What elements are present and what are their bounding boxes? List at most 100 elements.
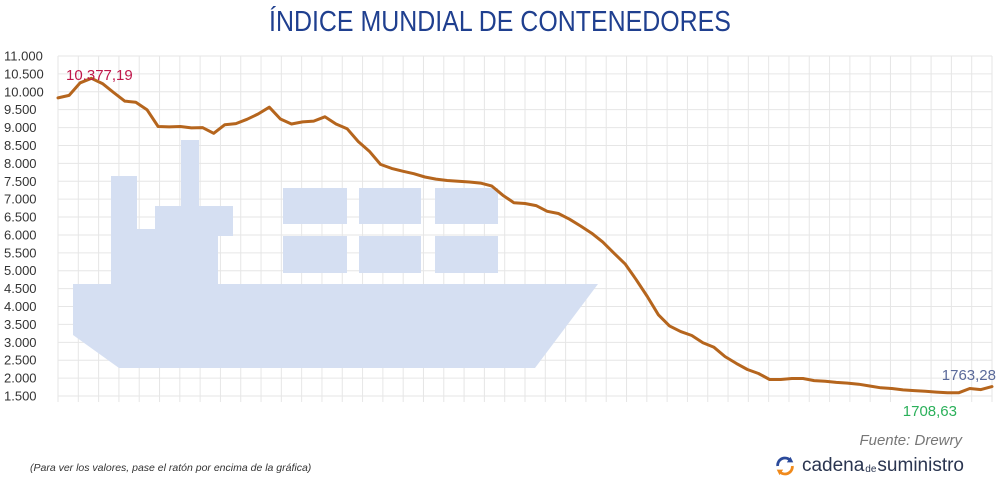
y-tick-label: 5.500 (4, 245, 37, 260)
data-point[interactable] (488, 182, 496, 190)
y-tick-label: 6.500 (4, 210, 37, 225)
data-point[interactable] (421, 173, 429, 181)
data-point[interactable] (243, 115, 251, 123)
data-point[interactable] (443, 177, 451, 185)
data-point[interactable] (821, 377, 829, 385)
data-point[interactable] (388, 164, 396, 172)
data-point[interactable] (944, 389, 952, 397)
data-point[interactable] (632, 276, 640, 284)
y-tick-label: 6.000 (4, 227, 37, 242)
data-point[interactable] (699, 339, 707, 347)
data-point[interactable] (565, 215, 573, 223)
data-point[interactable] (877, 384, 885, 392)
data-point[interactable] (710, 343, 718, 351)
data-point[interactable] (621, 260, 629, 268)
data-point[interactable] (977, 386, 985, 394)
data-point[interactable] (932, 388, 940, 396)
data-point[interactable] (510, 199, 518, 207)
series-line[interactable] (56, 76, 994, 395)
data-point[interactable] (187, 124, 195, 132)
data-point[interactable] (899, 386, 907, 394)
data-point[interactable] (888, 384, 896, 392)
data-point[interactable] (843, 379, 851, 387)
data-point[interactable] (276, 115, 284, 123)
data-point[interactable] (254, 110, 262, 118)
data-point[interactable] (176, 123, 184, 131)
data-point[interactable] (810, 377, 818, 385)
data-point[interactable] (577, 222, 585, 230)
data-point[interactable] (554, 209, 562, 217)
brand-logo[interactable]: cadena de suministro (774, 455, 964, 477)
data-point[interactable] (721, 353, 729, 361)
data-point[interactable] (866, 382, 874, 390)
last-value-label: 1763,28 (942, 367, 996, 384)
data-point[interactable] (743, 366, 751, 374)
data-point[interactable] (499, 191, 507, 199)
data-point[interactable] (410, 170, 418, 178)
data-point[interactable] (365, 147, 373, 155)
data-point[interactable] (399, 167, 407, 175)
data-point[interactable] (543, 207, 551, 215)
brand-text-suministro: suministro (877, 455, 964, 476)
data-point[interactable] (232, 120, 240, 128)
data-point[interactable] (777, 376, 785, 384)
data-point[interactable] (165, 123, 173, 131)
data-point[interactable] (966, 385, 974, 393)
data-point[interactable] (788, 374, 796, 382)
ship-container (435, 188, 498, 224)
data-point[interactable] (732, 359, 740, 367)
data-point[interactable] (310, 117, 318, 125)
data-point[interactable] (654, 311, 662, 319)
data-point[interactable] (688, 332, 696, 340)
data-point[interactable] (65, 91, 73, 99)
refresh-arrows-icon (776, 456, 794, 476)
data-point[interactable] (132, 98, 140, 106)
data-point[interactable] (666, 322, 674, 330)
ship-illustration (73, 140, 598, 368)
data-point[interactable] (610, 249, 618, 257)
data-point[interactable] (299, 118, 307, 126)
data-point[interactable] (677, 328, 685, 336)
data-point[interactable] (799, 374, 807, 382)
data-point[interactable] (766, 376, 774, 384)
hover-hint-note: (Para ver los valores, pase el ratón por… (30, 462, 312, 474)
data-point[interactable] (832, 378, 840, 386)
data-point[interactable] (143, 106, 151, 114)
data-point[interactable] (599, 238, 607, 246)
data-point[interactable] (54, 94, 62, 102)
data-point[interactable] (199, 124, 207, 132)
data-point[interactable] (265, 103, 273, 111)
data-point[interactable] (376, 160, 384, 168)
ship-container (435, 236, 498, 273)
data-point[interactable] (521, 199, 529, 207)
data-point[interactable] (532, 202, 540, 210)
data-point[interactable] (432, 175, 440, 183)
y-tick-label: 4.000 (4, 299, 37, 314)
ship-chimney (181, 140, 199, 206)
data-point[interactable] (955, 389, 963, 397)
data-point[interactable] (643, 293, 651, 301)
data-point[interactable] (465, 178, 473, 186)
y-tick-label: 2.000 (4, 371, 37, 386)
data-point[interactable] (210, 129, 218, 137)
data-point[interactable] (321, 113, 329, 121)
data-point[interactable] (121, 97, 129, 105)
data-point[interactable] (921, 387, 929, 395)
y-tick-label: 9.500 (4, 102, 37, 117)
data-point[interactable] (910, 387, 918, 395)
data-point[interactable] (588, 229, 596, 237)
y-tick-label: 7.500 (4, 174, 37, 189)
data-point[interactable] (354, 138, 362, 146)
data-point[interactable] (855, 380, 863, 388)
data-point[interactable] (110, 89, 118, 97)
data-point[interactable] (154, 123, 162, 131)
data-point[interactable] (755, 369, 763, 377)
y-tick-label: 3.500 (4, 317, 37, 332)
data-point[interactable] (288, 120, 296, 128)
data-point[interactable] (332, 120, 340, 128)
data-point[interactable] (221, 121, 229, 129)
data-point[interactable] (477, 179, 485, 187)
data-point[interactable] (343, 125, 351, 133)
data-point[interactable] (454, 177, 462, 185)
